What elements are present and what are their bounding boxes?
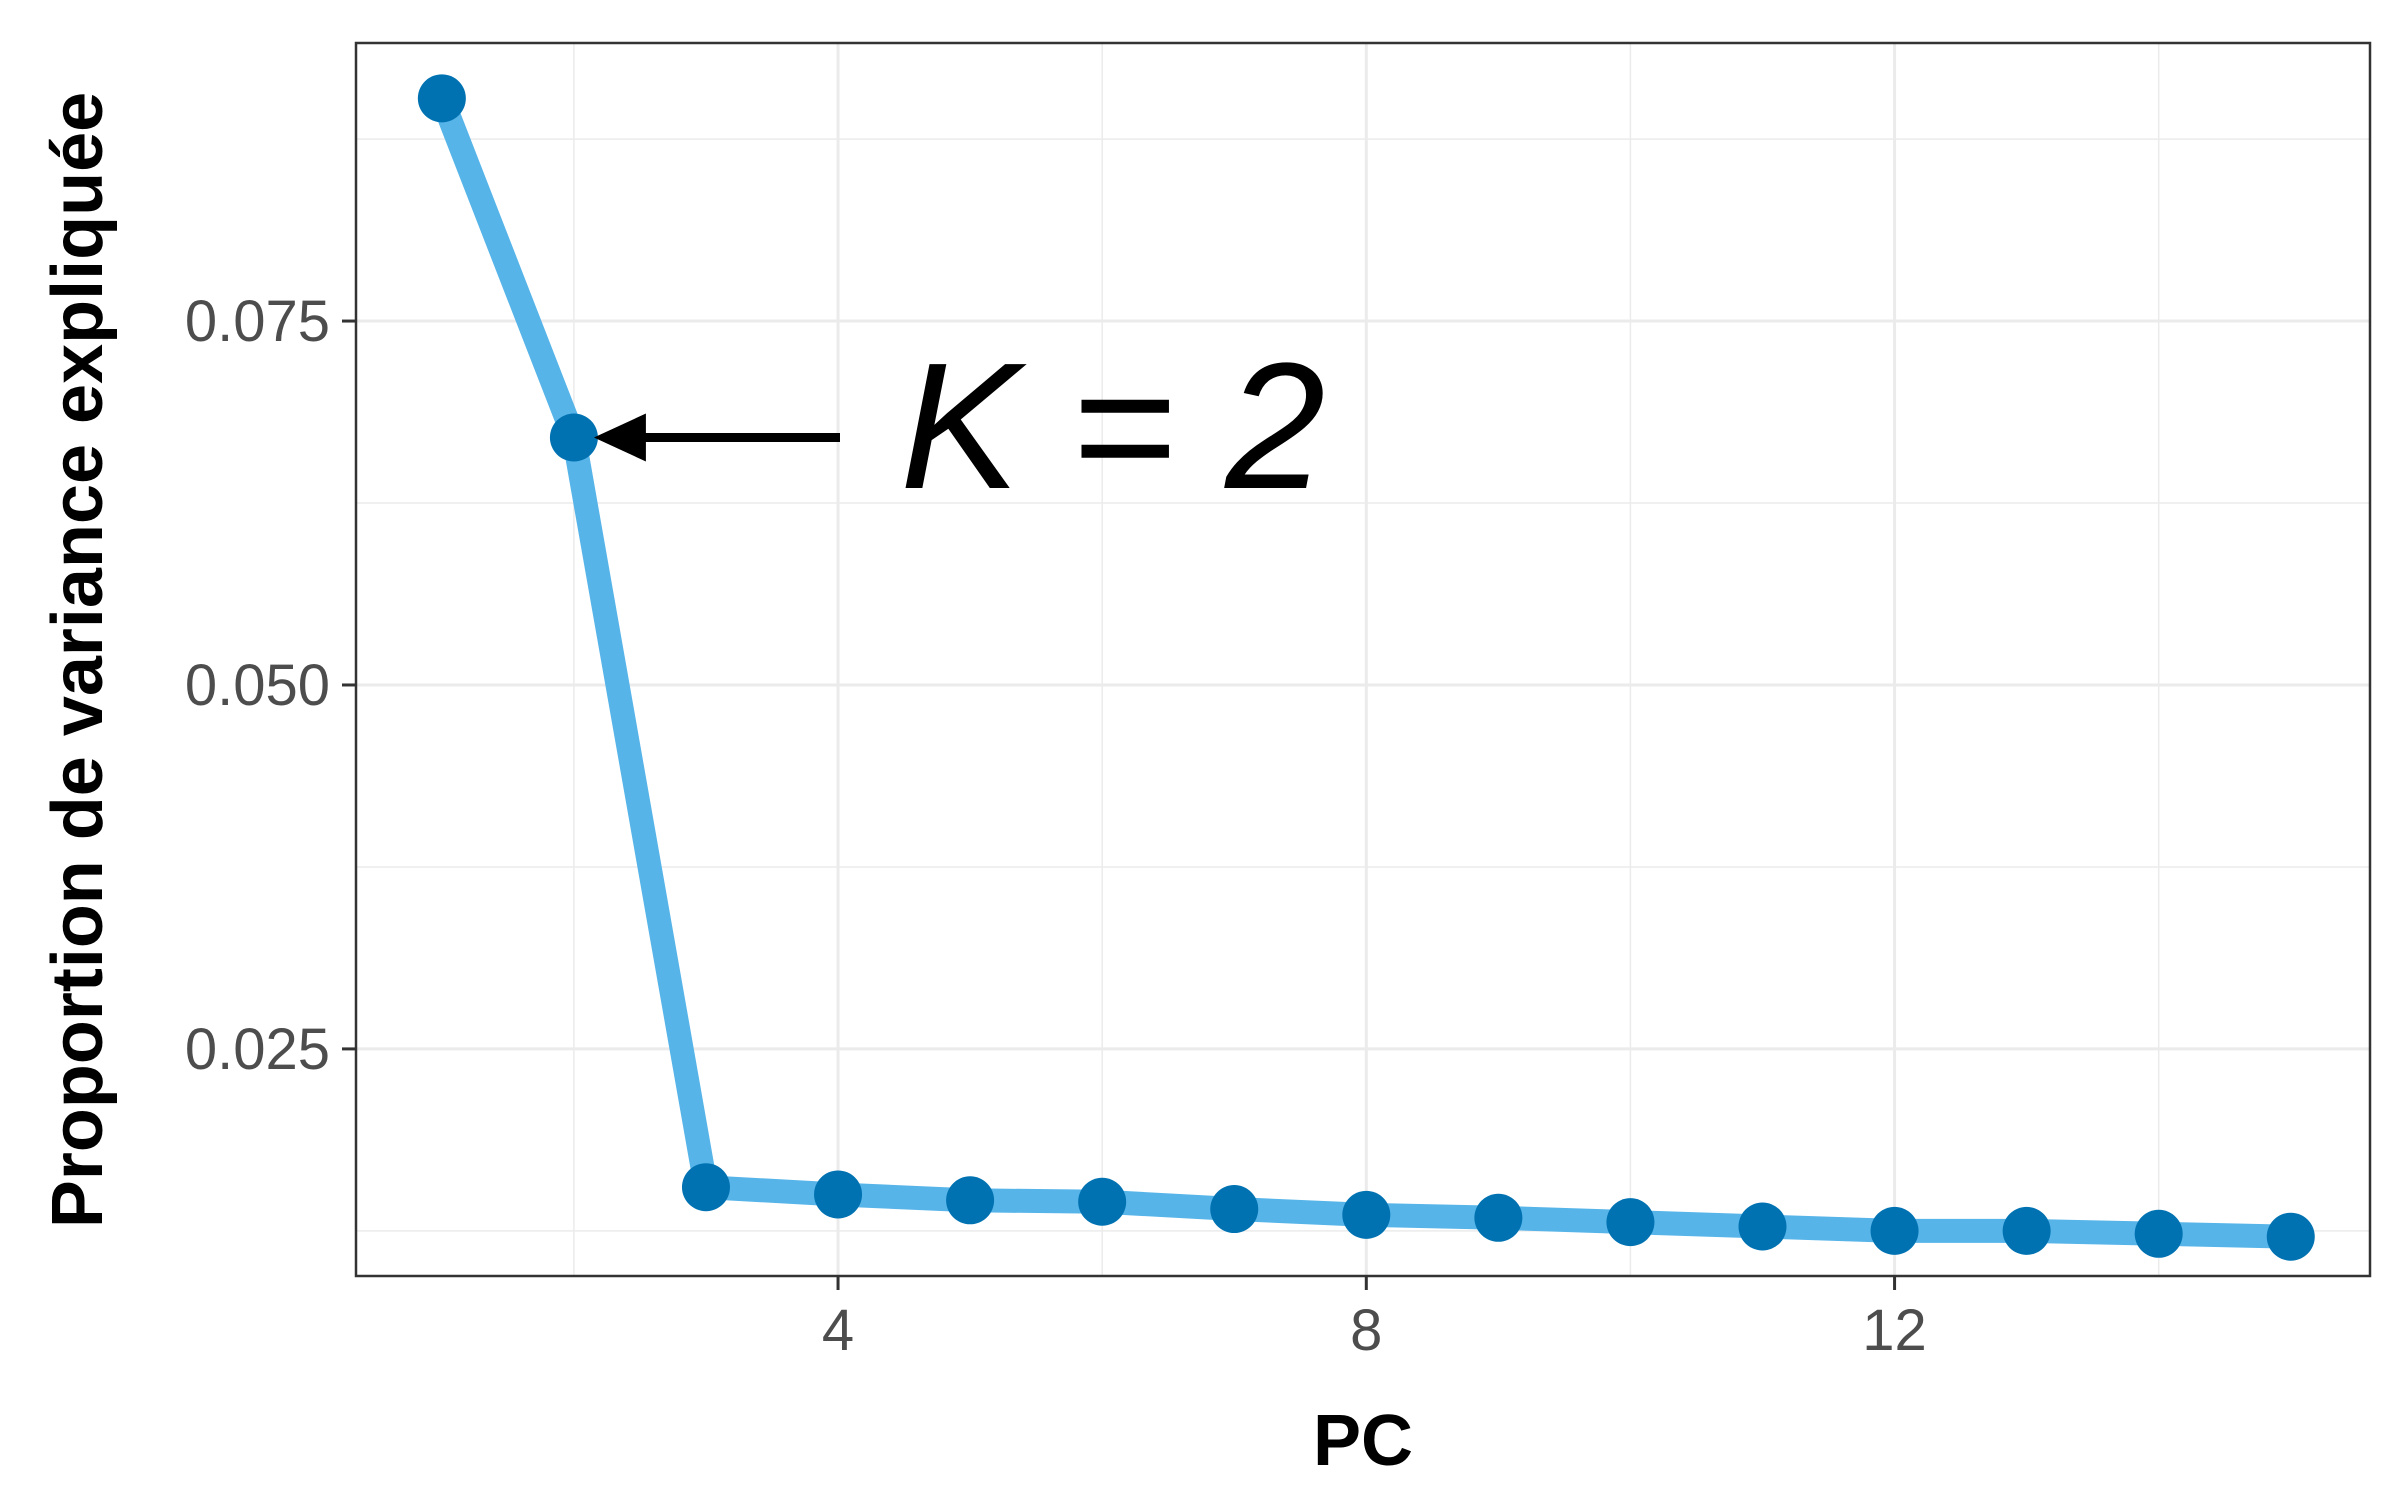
annotation-label: K = 2: [900, 326, 1325, 527]
y-axis-title: Proportion de variance expliquée: [38, 92, 118, 1228]
data-point: [2002, 1206, 2051, 1255]
y-axis: 0.025 0.050 0.075: [185, 289, 356, 1082]
x-tick-label: 8: [1350, 1298, 1382, 1363]
data-point: [681, 1163, 730, 1212]
data-point: [1870, 1206, 1919, 1255]
data-point: [814, 1170, 863, 1219]
data-point: [1078, 1177, 1127, 1226]
data-point: [1342, 1190, 1391, 1239]
x-tick-label: 4: [822, 1298, 854, 1363]
data-point: [1474, 1193, 1523, 1242]
panel-border: [354, 41, 2372, 1278]
data-point: [549, 413, 598, 462]
data-point: [2266, 1212, 2315, 1261]
data-points: [417, 74, 2315, 1261]
data-point: [2134, 1209, 2183, 1258]
data-point: [1738, 1202, 1787, 1251]
annotation: K = 2: [593, 326, 1325, 527]
x-axis-title: PC: [1313, 1401, 1413, 1481]
x-tick-label: 12: [1862, 1298, 1927, 1363]
data-point: [417, 74, 466, 123]
panel-background: [356, 43, 2370, 1276]
y-tick-label: 0.050: [185, 653, 330, 718]
x-axis: 4 8 12: [822, 1276, 1927, 1363]
data-point: [1606, 1198, 1655, 1247]
data-point: [1210, 1185, 1259, 1234]
data-point: [946, 1176, 995, 1225]
annotation-arrowhead: [593, 413, 646, 462]
y-tick-label: 0.025: [185, 1017, 330, 1082]
y-tick-label: 0.075: [185, 289, 330, 354]
